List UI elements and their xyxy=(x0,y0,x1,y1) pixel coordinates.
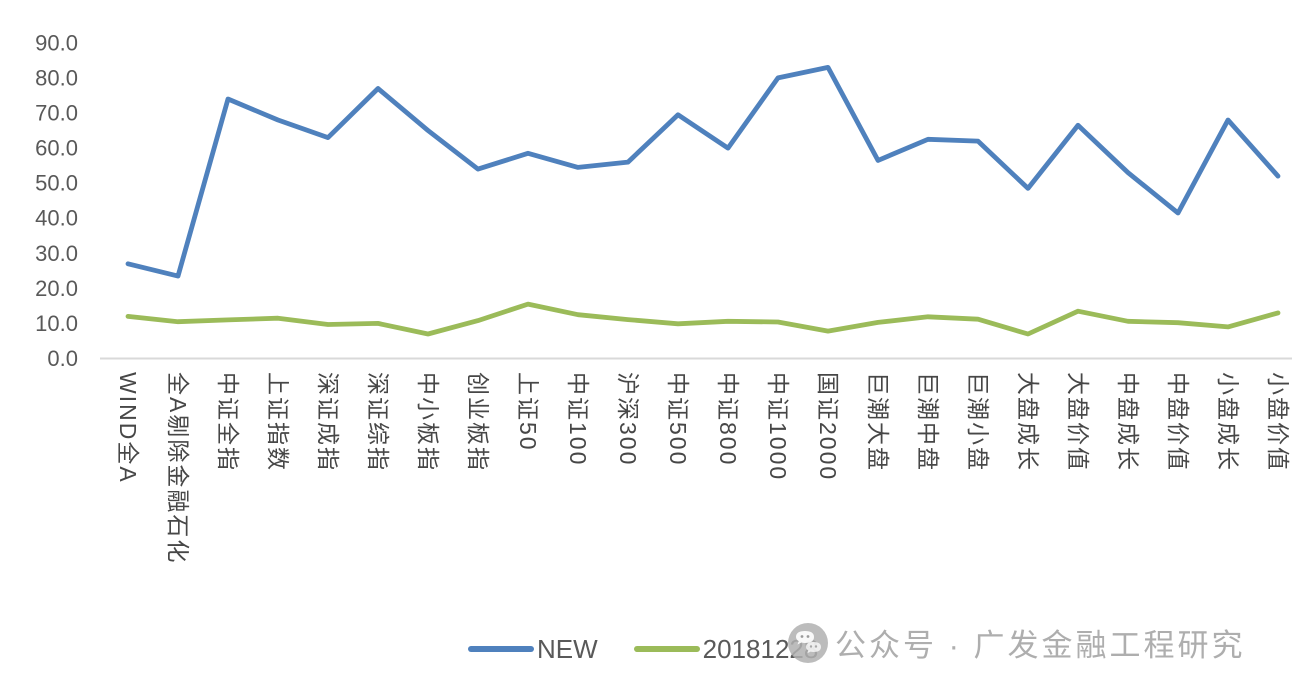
x-axis-category-label: 深证成指 xyxy=(315,372,341,472)
x-axis-category-label: 巨潮中盘 xyxy=(915,372,941,472)
series-line-20181228 xyxy=(125,301,1281,337)
chart-legend: NEW 20181228 xyxy=(468,636,818,662)
x-axis-category-label: 中证800 xyxy=(715,372,741,466)
y-axis-tick-label: 90.0 xyxy=(35,30,78,55)
watermark: 公众号 · 广发金融工程研究 xyxy=(786,620,1246,665)
x-axis-category-label: 中证100 xyxy=(565,372,591,466)
x-axis-category-label: 巨潮大盘 xyxy=(865,372,891,472)
x-axis-category-label: 大盘价值 xyxy=(1065,372,1091,472)
x-axis-category-label: 上证指数 xyxy=(265,372,291,472)
x-axis-category-label: 巨潮小盘 xyxy=(965,372,991,472)
x-axis-category-label: 小盘价值 xyxy=(1265,372,1291,472)
x-axis-category-label: 国证2000 xyxy=(815,372,841,481)
series-line-NEW xyxy=(125,65,1281,279)
x-axis-category-label: 上证50 xyxy=(515,372,541,452)
x-axis-category-label: 创业板指 xyxy=(465,372,491,472)
x-axis-category-label: 中证全指 xyxy=(215,372,241,472)
legend-item-new: NEW xyxy=(468,636,598,662)
y-axis-tick-label: 20.0 xyxy=(35,276,78,301)
x-axis-category-label: 沪深300 xyxy=(615,372,641,466)
x-axis-category-label: 中证500 xyxy=(665,372,691,466)
y-axis-tick-label: 60.0 xyxy=(35,136,78,161)
x-axis-category-label: 中小板指 xyxy=(415,372,441,472)
y-axis-tick-label: 50.0 xyxy=(35,171,78,196)
y-axis-tick-label: 70.0 xyxy=(35,101,78,126)
y-axis-tick-label: 40.0 xyxy=(35,206,78,231)
x-axis-category-label: 全A剔除金融石化 xyxy=(165,372,191,564)
x-axis-category-label: 中盘成长 xyxy=(1115,372,1141,472)
y-axis-tick-label: 10.0 xyxy=(35,311,78,336)
line-chart-plot-area: 0.0 10.0 20.0 30.0 40.0 50.0 60.0 70.0 80.0 90.0 W… xyxy=(35,30,1292,564)
y-axis-tick-label: 0.0 xyxy=(47,346,78,371)
x-axis-category-label: 深证综指 xyxy=(365,372,391,472)
legend-label-20181228: 20181228 xyxy=(702,634,819,664)
legend-line-sample-new xyxy=(468,646,534,652)
x-axis-category-label: 大盘成长 xyxy=(1015,372,1041,472)
legend-line-sample-20181228 xyxy=(633,646,700,652)
x-axis-category-label: 小盘成长 xyxy=(1215,372,1241,472)
legend-label-new: NEW xyxy=(537,634,598,664)
x-axis-category-label: 中盘价值 xyxy=(1165,372,1191,472)
x-axis-category-label: WIND全A xyxy=(115,372,141,484)
legend-item-20181228: 20181228 xyxy=(633,634,819,664)
y-axis-tick-label: 80.0 xyxy=(35,65,78,90)
y-axis-tick-label: 30.0 xyxy=(35,241,78,266)
watermark-text: 公众号 · 广发金融工程研究 xyxy=(835,628,1246,663)
x-axis-category-label: 中证1000 xyxy=(765,372,791,481)
